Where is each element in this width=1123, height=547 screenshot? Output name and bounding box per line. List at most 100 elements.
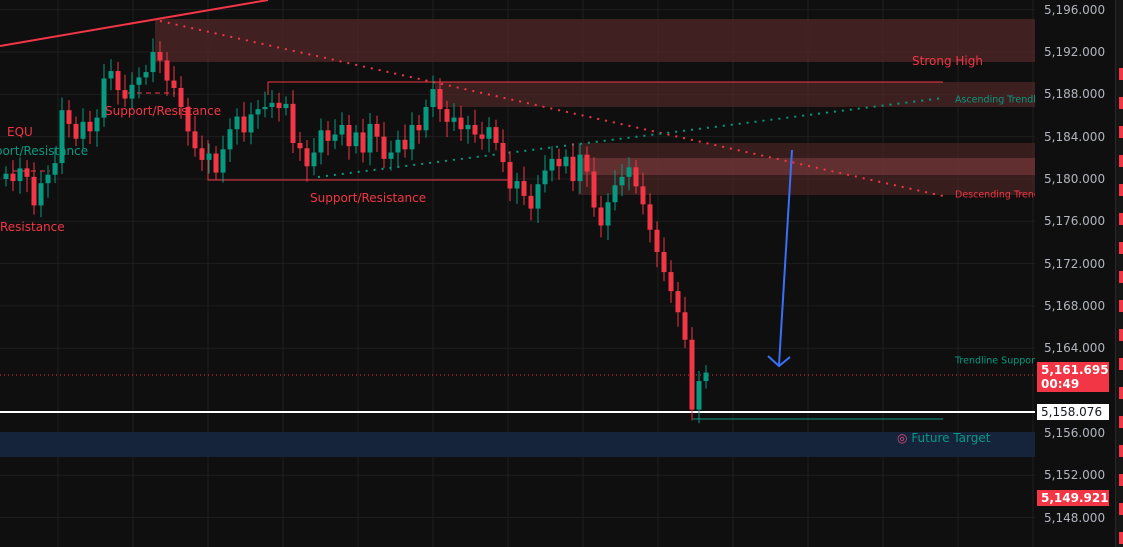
candle-body bbox=[444, 109, 450, 122]
candle-body bbox=[171, 80, 177, 88]
alert-marker[interactable] bbox=[1119, 503, 1123, 515]
candle bbox=[703, 365, 709, 389]
alert-marker[interactable] bbox=[1119, 387, 1123, 399]
candle-body bbox=[430, 89, 436, 108]
candle-body bbox=[626, 167, 632, 177]
candle bbox=[521, 166, 527, 206]
range-box[interactable] bbox=[267, 81, 943, 95]
candle bbox=[633, 159, 639, 194]
candle-body bbox=[269, 102, 275, 108]
y-tick-label: 5,184.000 bbox=[1044, 129, 1106, 144]
equ-label: EQU bbox=[7, 125, 33, 139]
candle-body bbox=[241, 116, 247, 133]
candle bbox=[38, 171, 44, 218]
candle-body bbox=[542, 170, 548, 185]
candle bbox=[213, 146, 219, 181]
candle-body bbox=[528, 195, 534, 209]
candle-body bbox=[465, 125, 471, 130]
range-box-bottom[interactable] bbox=[207, 140, 510, 181]
descending-trendline-label: Descending Trendline bbox=[955, 189, 1035, 201]
candle-body bbox=[115, 71, 121, 91]
ascending-trendline[interactable] bbox=[317, 97, 944, 178]
y-tick-label: 5,192.000 bbox=[1044, 45, 1106, 59]
y-tick-label: 5,168.000 bbox=[1044, 298, 1106, 313]
candle bbox=[192, 116, 198, 157]
candle-body bbox=[486, 127, 492, 139]
candle bbox=[689, 327, 695, 421]
alert-marker[interactable] bbox=[1119, 97, 1123, 109]
candle bbox=[115, 61, 121, 105]
alert-marker[interactable] bbox=[1119, 271, 1123, 283]
candle-body bbox=[325, 130, 331, 141]
candle bbox=[402, 124, 408, 158]
candle-body bbox=[311, 152, 317, 167]
price-chart[interactable] bbox=[0, 0, 1035, 547]
candle-body bbox=[570, 156, 576, 182]
price-axis[interactable]: 5,148.000 5,152.000 5,156.000 5,164.000 5,16… bbox=[1035, 0, 1115, 547]
candle bbox=[199, 135, 205, 171]
alert-marker[interactable] bbox=[1119, 184, 1123, 196]
support-resistance-label-left: Support/Resistance bbox=[0, 144, 89, 158]
candle bbox=[486, 117, 492, 153]
alert-marker[interactable] bbox=[1119, 68, 1123, 80]
candle bbox=[661, 237, 667, 282]
candle bbox=[157, 41, 163, 74]
candle-body bbox=[192, 131, 198, 149]
candle-body bbox=[556, 158, 562, 167]
alert-marker[interactable] bbox=[1119, 155, 1123, 167]
candle bbox=[346, 114, 352, 160]
strong-high-zone[interactable] bbox=[155, 19, 1035, 62]
candle bbox=[241, 102, 247, 142]
future-target-zone[interactable] bbox=[0, 432, 1035, 457]
alert-marker[interactable] bbox=[1119, 300, 1123, 312]
arrow-down-icon[interactable] bbox=[767, 149, 793, 368]
candle-body bbox=[395, 139, 401, 153]
candle-body bbox=[66, 110, 72, 124]
candle bbox=[31, 162, 37, 215]
candle-body bbox=[143, 72, 149, 78]
alert-marker[interactable] bbox=[1119, 329, 1123, 341]
descending-trendline[interactable] bbox=[159, 20, 944, 197]
candle-body bbox=[346, 125, 352, 147]
candle-body bbox=[353, 132, 359, 147]
candle-body bbox=[164, 60, 170, 81]
candle-body bbox=[87, 121, 93, 132]
candle bbox=[101, 63, 107, 127]
support-resistance-label-1: Support/Resistance bbox=[105, 104, 222, 118]
trendline-support-label: Trendline Support bbox=[955, 355, 1039, 367]
alert-marker[interactable] bbox=[1119, 532, 1123, 544]
candle bbox=[94, 109, 100, 147]
candle-body bbox=[591, 171, 597, 208]
candle bbox=[458, 105, 464, 142]
alert-marker[interactable] bbox=[1119, 474, 1123, 486]
alert-marker[interactable] bbox=[1119, 358, 1123, 370]
supply-zone-2[interactable] bbox=[435, 82, 1035, 107]
candle bbox=[598, 195, 604, 238]
candle bbox=[87, 110, 93, 145]
alert-marker[interactable] bbox=[1119, 126, 1123, 138]
candle-body bbox=[675, 291, 681, 313]
alert-marker[interactable] bbox=[1119, 242, 1123, 254]
candle-body bbox=[584, 154, 590, 172]
candle bbox=[654, 221, 660, 268]
candle bbox=[682, 296, 688, 349]
y-tick-label: 5,180.000 bbox=[1044, 171, 1106, 186]
y-tick-label: 5,152.000 bbox=[1044, 468, 1106, 483]
low-price-tag: 5,149.921 bbox=[1037, 490, 1109, 506]
alert-marker[interactable] bbox=[1119, 213, 1123, 225]
candle bbox=[500, 129, 506, 173]
alert-marker[interactable] bbox=[1119, 445, 1123, 457]
candle bbox=[542, 155, 548, 193]
candle bbox=[465, 115, 471, 144]
candle bbox=[269, 90, 275, 118]
candle bbox=[122, 74, 128, 107]
candle-body bbox=[493, 127, 499, 143]
alert-marker[interactable] bbox=[1119, 416, 1123, 428]
candle-body bbox=[150, 52, 156, 73]
resistance-trendline[interactable] bbox=[0, 0, 269, 47]
candle bbox=[360, 118, 366, 163]
current-price-tag: 5,161.695 00:49 bbox=[1037, 362, 1109, 392]
candle-body bbox=[304, 148, 310, 167]
right-toolbar[interactable] bbox=[1115, 0, 1123, 547]
future-target-text: Future Target bbox=[911, 431, 991, 445]
